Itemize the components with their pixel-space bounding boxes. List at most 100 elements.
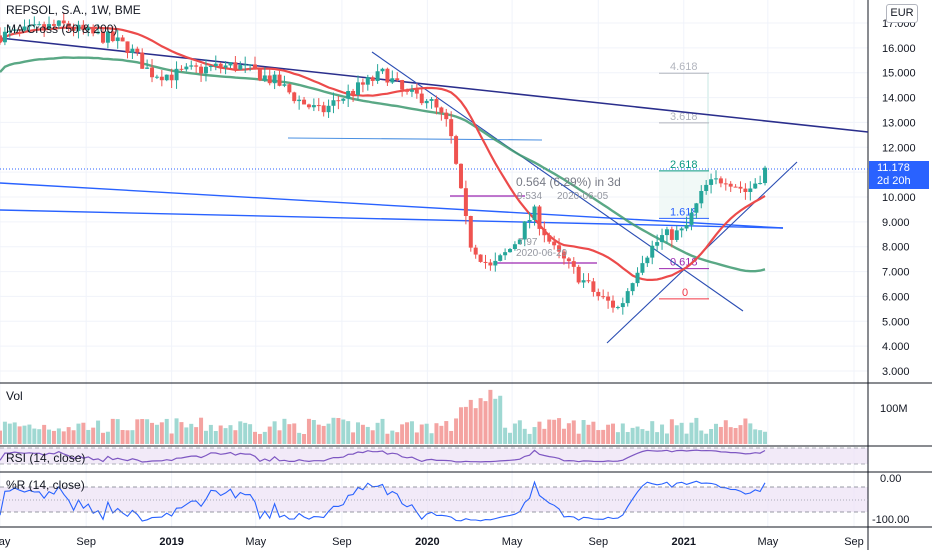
- candle: [331, 92, 336, 114]
- downtrend-line-upper: [0, 37, 869, 133]
- candle: [532, 204, 537, 226]
- volume-bar: [365, 426, 370, 444]
- volume-bar: [282, 418, 287, 444]
- volume-bar: [311, 419, 316, 444]
- candle: [47, 16, 52, 30]
- candle: [189, 60, 194, 70]
- candle: [395, 72, 400, 82]
- volume-bar: [424, 423, 429, 444]
- candle: [586, 273, 591, 284]
- candle: [503, 248, 508, 260]
- candle: [542, 221, 547, 243]
- candle: [380, 67, 385, 74]
- currency-badge[interactable]: EUR: [886, 4, 918, 23]
- wr-band: [0, 487, 868, 512]
- volume-bar: [419, 424, 424, 444]
- volume-bar: [478, 398, 483, 444]
- candle: [615, 305, 620, 310]
- candle: [400, 79, 405, 97]
- volume-bar: [458, 407, 463, 444]
- candle: [321, 101, 326, 117]
- volume-bar: [86, 429, 91, 444]
- candle: [488, 259, 493, 271]
- volume-bar: [253, 431, 258, 444]
- wr-axis-tick-bottom: -100.00: [872, 514, 909, 526]
- volume-bar: [586, 424, 591, 444]
- volume-bar: [125, 430, 130, 444]
- candle: [311, 98, 316, 112]
- candle: [262, 67, 267, 83]
- volume-bar: [243, 422, 248, 444]
- volume-bar: [694, 417, 699, 444]
- volume-bar: [292, 423, 297, 444]
- price-axis[interactable]: 17.00016.00015.00014.00013.00012.00011.0…: [882, 18, 916, 378]
- volume-bar: [552, 419, 557, 444]
- volume-bar: [615, 432, 620, 444]
- candle: [537, 204, 542, 236]
- volume-bar: [105, 431, 110, 444]
- candle: [468, 215, 473, 252]
- candle: [375, 64, 380, 84]
- candle: [360, 78, 365, 93]
- candle: [282, 75, 287, 88]
- time-axis-tick: Sep: [332, 536, 352, 548]
- fib-level-label: 2.618: [670, 159, 698, 171]
- candle: [302, 96, 307, 105]
- candle: [601, 289, 606, 300]
- volume-bar: [248, 424, 253, 444]
- time-axis[interactable]: May Sep 2019 May Sep 2020 May Sep 2021 May Sep: [0, 536, 864, 548]
- volume-bar: [414, 432, 419, 444]
- grid-lines: [0, 0, 868, 527]
- volume-bar: [409, 421, 414, 444]
- volume-bar: [429, 433, 434, 444]
- candle: [718, 176, 723, 188]
- candle: [56, 20, 61, 30]
- candle: [713, 170, 718, 185]
- candle: [37, 21, 42, 26]
- wr-pane-label[interactable]: %R (14, close): [6, 478, 85, 492]
- channel-line-down: [371, 51, 744, 312]
- ma-indicator-label[interactable]: MA Cross (50 & 200): [6, 22, 118, 36]
- candle: [630, 282, 635, 296]
- volume-bar: [517, 420, 522, 444]
- candle: [42, 21, 47, 37]
- candle: [655, 234, 660, 252]
- volume-bar: [758, 430, 763, 444]
- volume-bar: [42, 424, 47, 444]
- price-axis-tick: 8.000: [882, 242, 910, 254]
- volume-bar: [566, 423, 571, 444]
- candle: [125, 41, 130, 59]
- time-axis-tick: May: [245, 536, 266, 548]
- candle: [297, 95, 302, 110]
- candle: [748, 181, 753, 201]
- volume-bar: [508, 432, 513, 444]
- volume-bar: [674, 425, 679, 444]
- volume-bar: [601, 429, 606, 444]
- candle: [370, 75, 375, 87]
- volume-bar: [336, 418, 341, 444]
- volume-bar: [635, 426, 640, 444]
- volume-bar: [385, 433, 390, 444]
- candle: [689, 208, 694, 231]
- fib-level-label: 0.618: [670, 257, 698, 269]
- time-axis-tick: May: [757, 536, 778, 548]
- candle: [449, 111, 454, 144]
- rsi-pane-label[interactable]: RSI (14, close): [6, 451, 86, 465]
- candle: [743, 183, 748, 200]
- candle: [429, 96, 434, 109]
- volume-bar: [512, 423, 517, 444]
- ma-200-line: [0, 56, 766, 273]
- volume-bar: [37, 429, 42, 444]
- candle: [76, 20, 81, 39]
- price-axis-tick: 6.000: [882, 291, 910, 303]
- volume-bar: [380, 418, 385, 444]
- candle: [566, 257, 571, 269]
- volume-pane-label[interactable]: Vol: [6, 389, 23, 403]
- candle: [184, 63, 189, 72]
- volume-bar: [723, 420, 728, 444]
- price-axis-tick: 9.000: [882, 217, 910, 229]
- candle: [645, 255, 650, 267]
